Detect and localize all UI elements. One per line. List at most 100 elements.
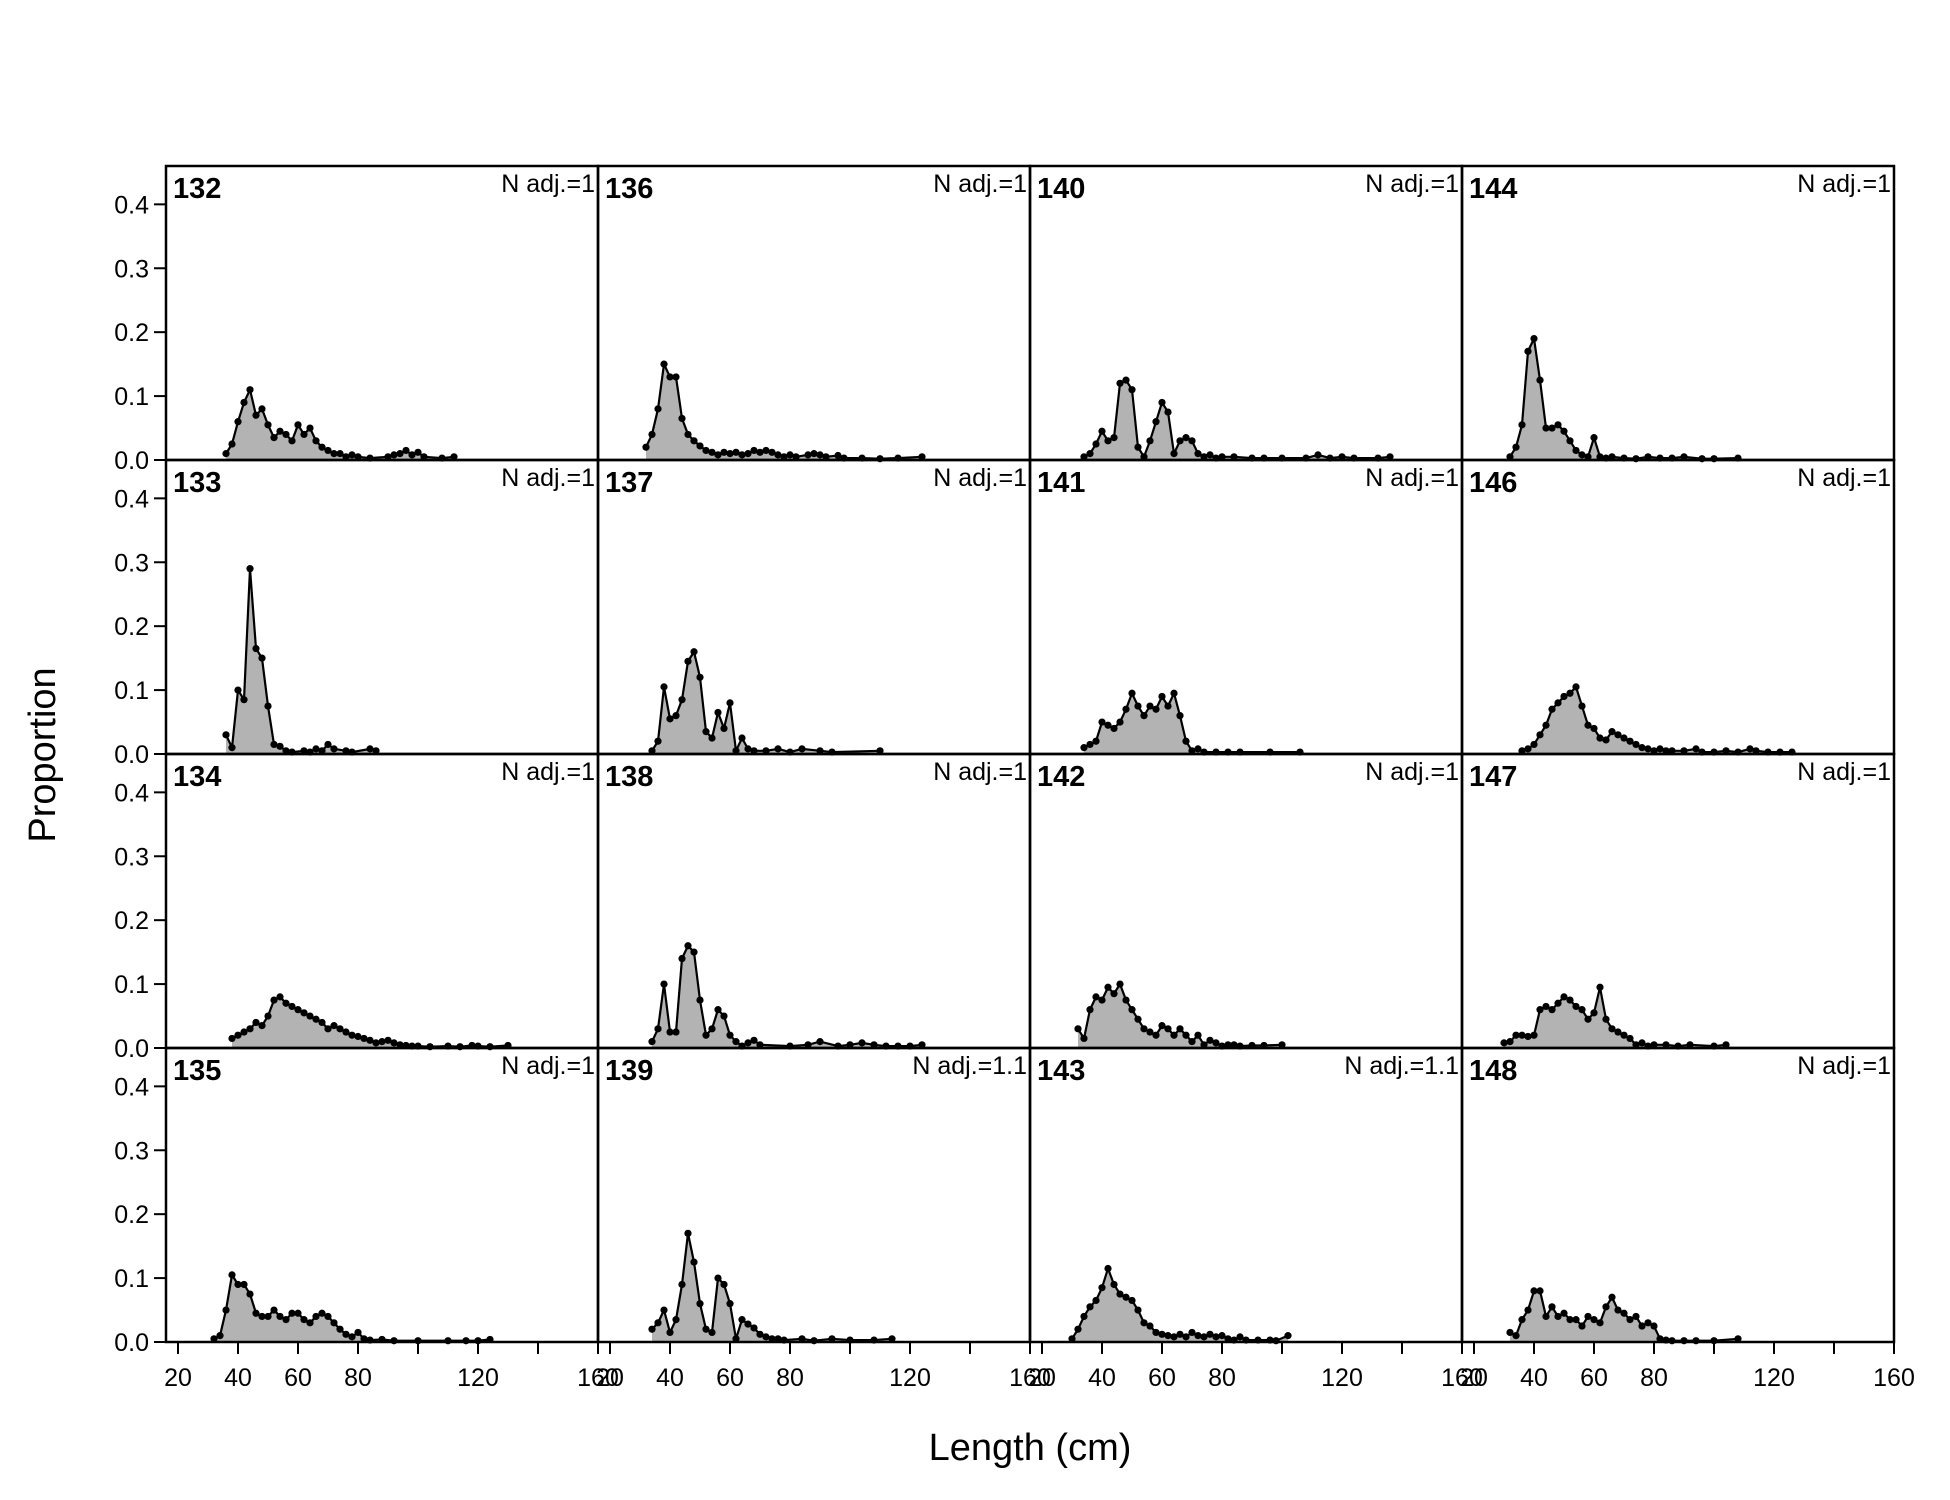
data-point (258, 654, 266, 662)
data-point (750, 1324, 758, 1332)
panel-140: 140 N adj.=1 (1028, 164, 1464, 462)
data-point (1590, 724, 1598, 733)
data-point (1386, 453, 1394, 461)
data-point (762, 1333, 770, 1341)
data-point (216, 1332, 224, 1340)
data-point (732, 448, 740, 456)
data-point (1158, 398, 1166, 407)
n-adj-label: N adj.=1 (1797, 1052, 1891, 1080)
data-point (666, 1328, 674, 1337)
data-point (294, 1006, 302, 1014)
y-tick-label: 0.3 (114, 255, 149, 283)
area-fill (1078, 984, 1282, 1048)
data-point (348, 1333, 356, 1341)
data-point (252, 411, 260, 419)
data-point (1122, 376, 1130, 384)
data-point (774, 1335, 782, 1343)
data-point (1638, 1039, 1646, 1047)
data-point (270, 1306, 278, 1314)
data-point (696, 1300, 704, 1308)
data-point (1584, 1312, 1592, 1321)
panel-144: 144 N adj.=1 (1460, 164, 1896, 463)
data-point (1152, 418, 1160, 426)
data-point (744, 450, 752, 458)
data-point (348, 1031, 356, 1039)
data-point (1176, 437, 1184, 445)
data-point (300, 430, 308, 439)
data-point (708, 448, 716, 456)
panel-146: 146 N adj.=1 (1460, 458, 1896, 756)
data-point (210, 1335, 218, 1343)
data-point (1182, 434, 1190, 442)
data-point (330, 450, 338, 458)
data-point (384, 1036, 392, 1044)
data-point (726, 450, 734, 458)
data-point (1176, 712, 1184, 720)
data-point (1116, 379, 1124, 387)
data-point (1518, 421, 1526, 429)
data-point (750, 446, 758, 455)
n-adj-label: N adj.=1 (501, 1052, 595, 1080)
data-point (1644, 453, 1652, 461)
data-point (1182, 1031, 1190, 1039)
data-point (744, 1039, 752, 1047)
data-point (1170, 450, 1178, 458)
data-point (234, 418, 242, 426)
data-point (798, 1335, 806, 1343)
data-point (732, 1335, 740, 1343)
data-point (342, 453, 350, 461)
data-point (768, 448, 776, 456)
data-point (1314, 451, 1322, 459)
data-point (366, 745, 374, 753)
data-point (870, 1041, 878, 1049)
data-point (1632, 1312, 1640, 1321)
data-point (1542, 721, 1550, 729)
data-point (828, 1335, 836, 1343)
data-point (1650, 1322, 1658, 1330)
y-tick-label: 0.2 (114, 907, 149, 935)
data-point (1068, 1335, 1076, 1343)
panel-label: 147 (1469, 761, 1517, 793)
data-point (1194, 1031, 1202, 1039)
panel-frame (596, 1046, 1032, 1344)
data-point (714, 1274, 722, 1282)
data-point (1560, 692, 1568, 701)
data-point (1140, 1025, 1148, 1033)
data-point (1194, 745, 1202, 753)
data-point (792, 453, 800, 461)
data-point (1734, 1335, 1742, 1343)
data-point (1530, 740, 1538, 749)
panel-label: 144 (1469, 173, 1517, 205)
area-fill (1510, 338, 1738, 460)
data-point (1638, 1322, 1646, 1330)
data-point (1110, 990, 1118, 998)
data-point (1644, 745, 1652, 753)
data-point (1590, 434, 1598, 442)
panel-label: 139 (605, 1055, 653, 1087)
data-point (354, 453, 362, 461)
data-point (1164, 1025, 1172, 1033)
data-point (720, 1280, 728, 1289)
panel-148: 148 N adj.=1 (1460, 1046, 1896, 1345)
data-point (1536, 1006, 1544, 1014)
data-point (1656, 1335, 1664, 1343)
data-point (654, 737, 662, 745)
data-point (1662, 747, 1670, 755)
data-point (1566, 437, 1574, 445)
data-point (1074, 1325, 1082, 1333)
x-tick-label: 20 (1460, 1364, 1488, 1392)
data-point (276, 993, 284, 1001)
data-point (1644, 1319, 1652, 1327)
panel-label: 132 (173, 173, 221, 205)
data-point (306, 424, 314, 432)
data-point (258, 405, 266, 413)
data-point (1650, 747, 1658, 755)
data-point (1572, 683, 1580, 691)
y-tick-label: 0.3 (114, 1137, 149, 1165)
data-point (312, 437, 320, 445)
panel-frame (1460, 458, 1896, 756)
data-point (378, 1038, 386, 1046)
data-point (1146, 1028, 1154, 1036)
panel-label: 137 (605, 467, 653, 499)
